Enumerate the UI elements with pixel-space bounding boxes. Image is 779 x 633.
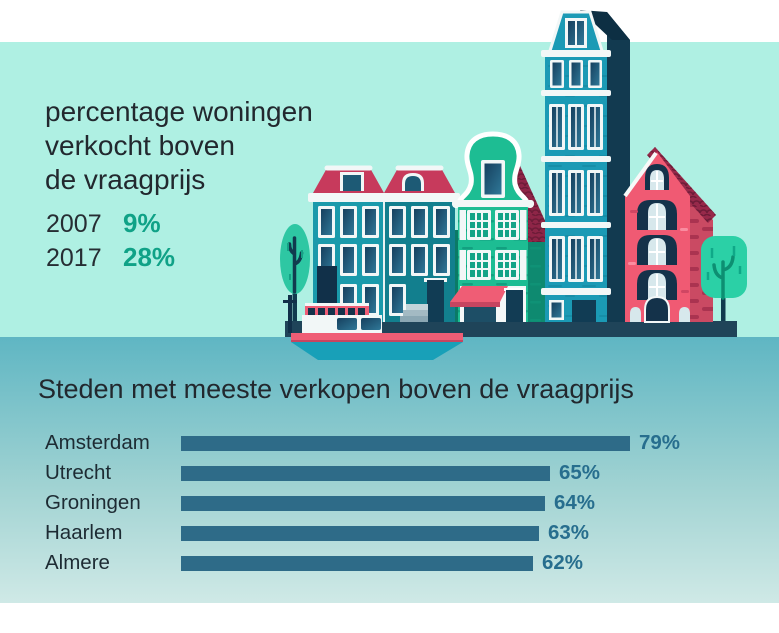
bar-row: Amsterdam 79%	[45, 428, 680, 458]
bar-row: Haarlem 63%	[45, 518, 680, 548]
stat-year: 2017	[46, 244, 102, 272]
bar	[181, 435, 630, 451]
bar-value: 79%	[639, 431, 681, 454]
bar-row: Almere 62%	[45, 548, 680, 578]
stat-row-2007: 2007 9%	[46, 208, 175, 242]
stat-year: 2007	[46, 210, 102, 238]
bar-chart: Amsterdam 79% Utrecht 65% Groningen 64% Haarle…	[45, 428, 680, 578]
bar-row: Utrecht 65%	[45, 458, 680, 488]
year-stats: 2007 9% 2017 28%	[46, 208, 175, 276]
bar-label: Almere	[45, 551, 110, 574]
bar-label: Haarlem	[45, 521, 123, 544]
stat-value: 9%	[123, 208, 161, 238]
bar	[181, 555, 533, 571]
bar-label: Amsterdam	[45, 431, 150, 454]
chart-title: Steden met meeste verkopen boven de vraa…	[38, 374, 634, 404]
bar-value: 63%	[548, 521, 590, 544]
bar-label: Groningen	[45, 491, 141, 514]
bar	[181, 465, 550, 481]
stat-value: 28%	[123, 242, 176, 272]
bar-value: 62%	[542, 551, 584, 574]
bar-row: Groningen 64%	[45, 488, 680, 518]
bar-label: Utrecht	[45, 461, 112, 484]
bar-value: 64%	[554, 491, 596, 514]
bar	[181, 525, 539, 541]
stat-row-2017: 2017 28%	[46, 242, 175, 276]
page-title: percentage woningen verkocht boven de vr…	[45, 95, 313, 195]
bar	[181, 495, 545, 511]
bar-value: 65%	[559, 461, 601, 484]
